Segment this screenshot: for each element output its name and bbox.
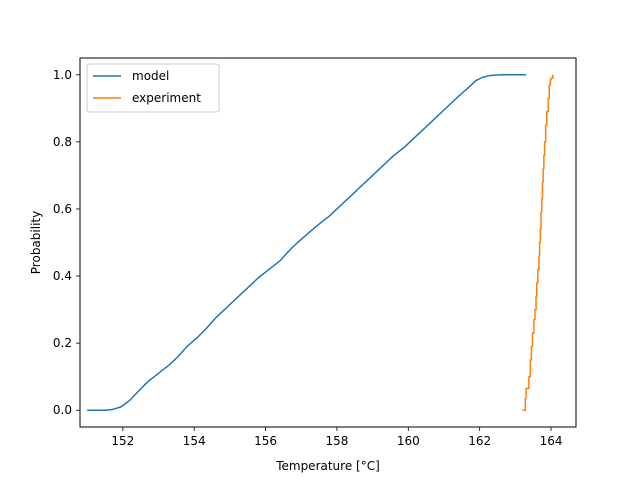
y-tick-label: 0.6 [53, 202, 72, 216]
x-tick-label: 156 [254, 434, 277, 448]
series-line-experiment [522, 74, 554, 411]
y-tick-label: 0.4 [53, 269, 72, 283]
x-tick-label: 154 [183, 434, 206, 448]
x-axis-label: Temperature [°C] [275, 459, 380, 473]
legend: model experiment [86, 63, 220, 113]
x-tick-label: 160 [397, 434, 420, 448]
y-tick-label: 0.2 [53, 336, 72, 350]
x-axis-ticks: 152 154 156 158 160 162 164 [111, 427, 562, 448]
series-line-model [87, 74, 527, 411]
y-tick-label: 0.0 [53, 403, 72, 417]
x-tick-label: 152 [111, 434, 134, 448]
legend-label-experiment: experiment [132, 91, 201, 105]
plot-lines [87, 74, 554, 411]
x-tick-label: 162 [468, 434, 491, 448]
legend-label-model: model [132, 69, 169, 83]
x-tick-label: 164 [540, 434, 563, 448]
plot-area-frame [79, 57, 577, 428]
y-tick-label: 1.0 [53, 68, 72, 82]
x-tick-label: 158 [325, 434, 348, 448]
y-axis-ticks: 0.0 0.2 0.4 0.6 0.8 1.0 [53, 68, 80, 417]
y-tick-label: 0.8 [53, 135, 72, 149]
y-axis-label: Probability [29, 211, 43, 274]
